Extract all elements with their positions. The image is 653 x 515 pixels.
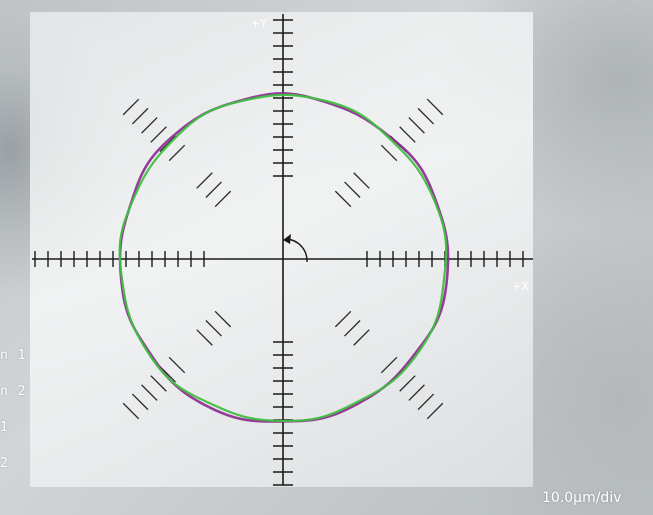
diagonal-hatch-mark — [380, 356, 398, 374]
y-axis-label: +Y — [251, 17, 267, 30]
plot-panel — [30, 12, 533, 487]
diagonal-hatch-mark — [141, 117, 158, 134]
diagonal-hatch-mark — [131, 107, 149, 125]
diagonal-hatch-mark — [122, 402, 140, 420]
legend-item-1: n 1 — [0, 348, 27, 363]
diagonal-hatch-mark — [399, 375, 416, 392]
diagonal-hatch-mark — [168, 356, 186, 374]
diagonal-hatch-mark — [150, 375, 167, 392]
diagonal-hatch-mark — [408, 384, 425, 401]
series-traces — [118, 92, 450, 423]
diagonal-hatches — [122, 98, 444, 420]
diagonal-hatch-mark — [196, 172, 213, 189]
rotation-arrow-icon — [283, 234, 308, 263]
diagonal-hatch-mark — [417, 393, 435, 411]
diagonal-hatch-mark — [141, 384, 158, 401]
legend-item-4: 2 — [0, 456, 9, 471]
axis-ticks — [34, 19, 524, 486]
diagonal-hatch-mark — [196, 329, 213, 346]
diagonal-hatch-mark — [150, 126, 167, 143]
diagonal-hatch-mark — [205, 181, 222, 198]
diagonal-hatch-mark — [426, 98, 444, 116]
diagonal-hatch-mark — [159, 135, 176, 152]
diagonal-hatch-mark — [334, 190, 352, 208]
diagonal-hatch-mark — [426, 402, 444, 420]
diagonal-hatch-mark — [205, 320, 222, 337]
x-axis-label: +X — [512, 280, 529, 293]
diagonal-hatch-mark — [380, 144, 398, 162]
diagonal-hatch-mark — [417, 107, 435, 125]
series-2-trace — [118, 93, 448, 423]
diagonal-hatch-mark — [122, 98, 140, 116]
diagonal-hatch-mark — [353, 329, 370, 346]
diagonal-hatch-mark — [408, 117, 425, 134]
diagonal-hatch-mark — [214, 310, 232, 328]
diagonal-hatch-mark — [344, 181, 361, 198]
scale-label: 10.0µm/div — [542, 490, 622, 506]
diagonal-hatch-mark — [214, 190, 232, 208]
diagonal-hatch-mark — [168, 144, 186, 162]
diagonal-hatch-mark — [334, 310, 352, 328]
diagonal-hatch-mark — [131, 393, 149, 411]
legend-item-3: 1 — [0, 420, 9, 435]
diagonal-hatch-mark — [344, 320, 361, 337]
legend-item-2: n 2 — [0, 384, 27, 399]
diagonal-hatch-mark — [353, 172, 370, 189]
diagonal-hatch-mark — [399, 126, 416, 143]
